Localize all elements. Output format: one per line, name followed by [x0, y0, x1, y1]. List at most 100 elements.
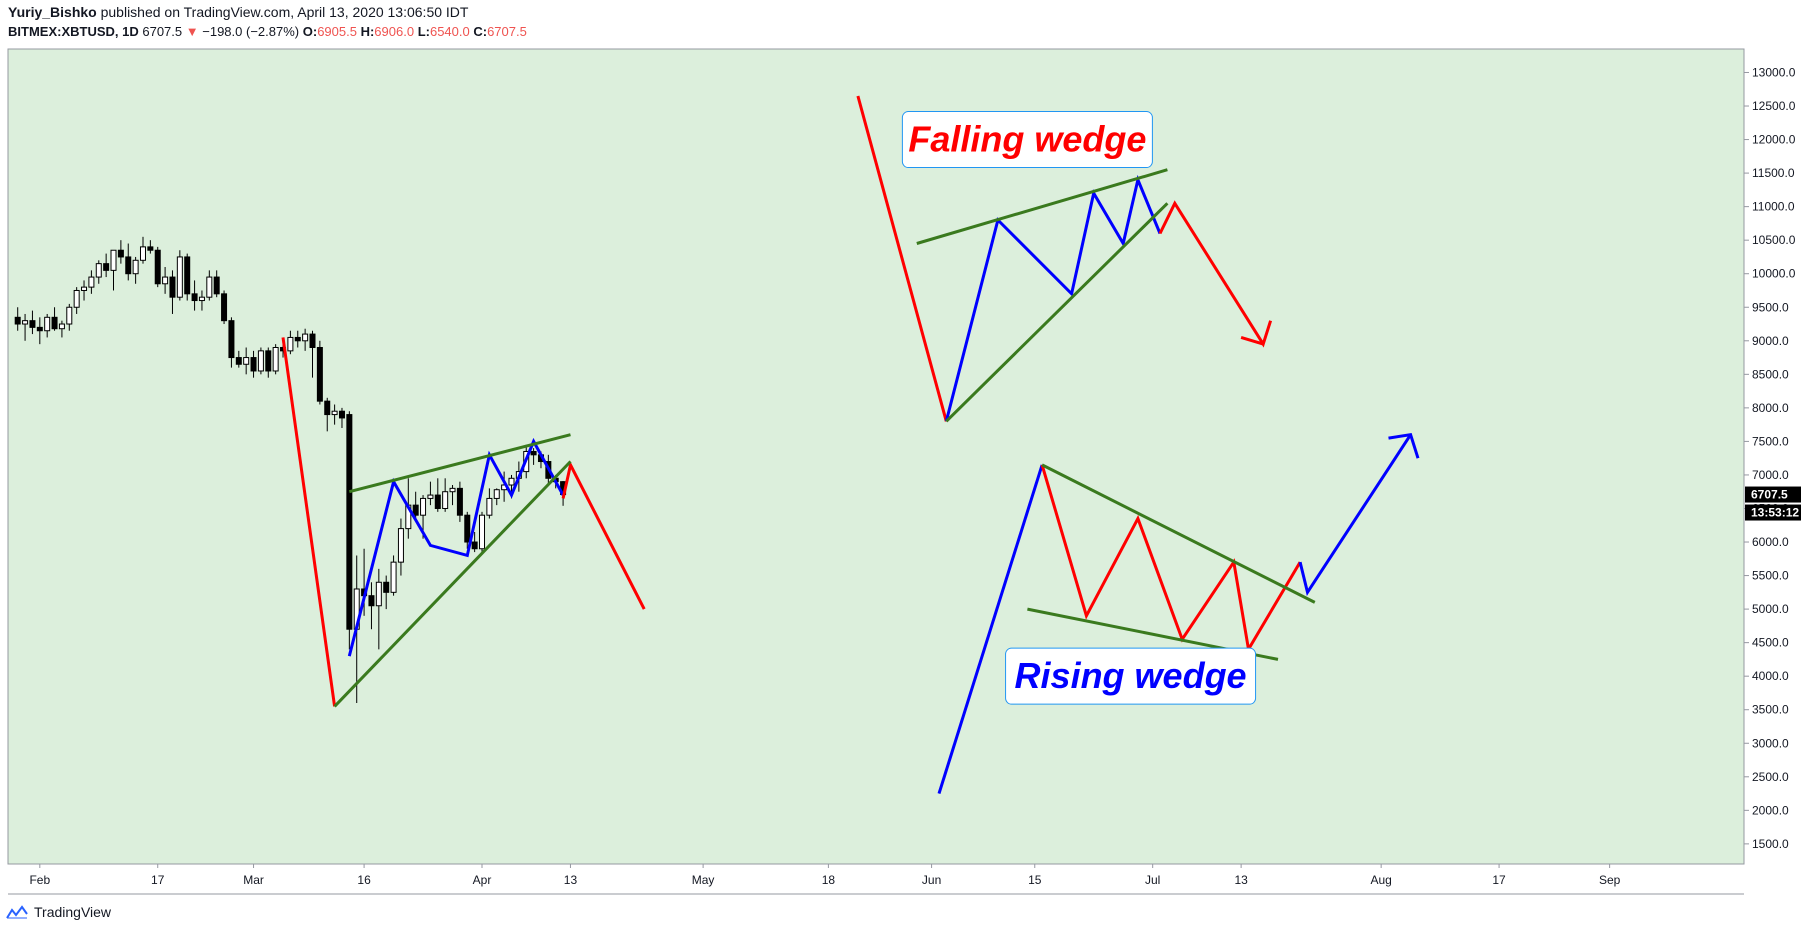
- candle-down[interactable]: [235, 357, 242, 365]
- last-price-tag: [1745, 486, 1801, 503]
- candle-down[interactable]: [464, 514, 471, 543]
- candle-up[interactable]: [58, 323, 65, 330]
- footer-brand[interactable]: TradingView: [6, 904, 111, 920]
- ohlc-line: BITMEX:XBTUSD, 1D 6707.5 ▼ −198.0 (−2.87…: [8, 24, 527, 39]
- price-change: −198.0 (−2.87%): [202, 24, 300, 39]
- candle-down[interactable]: [338, 410, 345, 419]
- wave-path-red[interactable]: [1240, 335, 1264, 346]
- candle-up[interactable]: [44, 316, 51, 332]
- candle-up[interactable]: [479, 514, 486, 550]
- trend-line-green[interactable]: [945, 202, 1169, 423]
- candle-up[interactable]: [257, 350, 264, 372]
- candle-up[interactable]: [73, 289, 80, 308]
- candle-up[interactable]: [206, 276, 213, 298]
- candle-down[interactable]: [324, 400, 331, 416]
- candle-down[interactable]: [125, 256, 132, 275]
- candle-up[interactable]: [162, 276, 169, 285]
- candle-down[interactable]: [316, 346, 323, 402]
- time-axis[interactable]: Feb 17 Mar 16 Apr 13 May 18 Jun 15 Jul 13 Aug 17 Sep: [8, 864, 1744, 895]
- candle-down[interactable]: [36, 326, 43, 332]
- candle-up[interactable]: [22, 320, 29, 325]
- price-tick-label: 12500.0: [1752, 99, 1796, 113]
- candle-up[interactable]: [132, 259, 139, 275]
- candle-down[interactable]: [221, 293, 228, 322]
- wave-path-red[interactable]: [1158, 200, 1273, 348]
- open-value: 6905.5: [317, 24, 357, 39]
- candle-down[interactable]: [191, 293, 198, 302]
- candle-up[interactable]: [272, 346, 279, 372]
- wave-path-blue[interactable]: [1298, 433, 1412, 597]
- candle-up[interactable]: [176, 256, 183, 298]
- plot-area[interactable]: [7, 48, 1745, 865]
- candle-up[interactable]: [81, 286, 88, 291]
- candle-up[interactable]: [243, 357, 250, 365]
- candle-up[interactable]: [88, 276, 95, 288]
- candle-up[interactable]: [302, 333, 309, 342]
- candle-up[interactable]: [486, 497, 493, 516]
- trend-line-green[interactable]: [916, 168, 1168, 245]
- price-tick-label: 11000.0: [1752, 200, 1795, 214]
- candle-down[interactable]: [309, 333, 316, 348]
- candle-up[interactable]: [449, 487, 456, 493]
- time-tick-label: Jul: [1145, 873, 1160, 887]
- candle-down[interactable]: [184, 256, 191, 295]
- wave-path-blue[interactable]: [937, 464, 1044, 795]
- candle-up[interactable]: [66, 306, 73, 325]
- candle-down[interactable]: [29, 320, 36, 328]
- price-axis[interactable]: 1500.0 2000.0 2500.0 3000.0 3500.0 4000.0 4500…: [1744, 65, 1801, 851]
- price-tick-label: 10000.0: [1752, 267, 1796, 281]
- candle-down[interactable]: [346, 414, 353, 630]
- candle-up[interactable]: [397, 528, 404, 563]
- candle-up[interactable]: [139, 246, 146, 261]
- candle-up[interactable]: [287, 336, 294, 352]
- time-tick-label: Sep: [1599, 873, 1621, 887]
- candle-up[interactable]: [110, 249, 117, 271]
- candle-up[interactable]: [442, 491, 449, 509]
- candle-up[interactable]: [508, 477, 515, 486]
- wave-path-blue[interactable]: [1388, 433, 1420, 459]
- last-price: 6707.5: [142, 24, 183, 39]
- candle-down[interactable]: [250, 357, 257, 372]
- candle-down[interactable]: [213, 276, 220, 295]
- candle-up[interactable]: [390, 561, 397, 593]
- candle-down[interactable]: [14, 316, 21, 325]
- candle-down[interactable]: [103, 263, 110, 271]
- candle-down[interactable]: [265, 350, 272, 372]
- time-tick-label: 13: [1234, 873, 1248, 887]
- wave-path-red[interactable]: [281, 337, 337, 707]
- candle-up[interactable]: [420, 497, 427, 516]
- price-tick-label: 11500.0: [1752, 166, 1795, 180]
- countdown-tag: [1745, 504, 1801, 521]
- candle-down[interactable]: [117, 249, 124, 258]
- candle-down[interactable]: [294, 336, 301, 342]
- candle-down[interactable]: [383, 581, 390, 593]
- close-label: C:: [473, 24, 488, 39]
- price-tick-label: 5000.0: [1752, 602, 1789, 616]
- candle-up[interactable]: [427, 494, 434, 499]
- candle-down[interactable]: [147, 246, 154, 251]
- candle-up[interactable]: [331, 410, 338, 416]
- candle-down[interactable]: [471, 541, 478, 550]
- candle-down[interactable]: [412, 504, 419, 516]
- wave-path-red[interactable]: [561, 460, 646, 610]
- candle-up[interactable]: [95, 263, 102, 278]
- low-value: 6540.0: [429, 24, 470, 39]
- candle-down[interactable]: [368, 595, 375, 607]
- candle-down[interactable]: [434, 494, 441, 509]
- candle-down[interactable]: [169, 276, 176, 298]
- candle-up[interactable]: [198, 296, 205, 302]
- author-name[interactable]: Yuriy_Bishko: [8, 4, 97, 20]
- wave-path-red[interactable]: [856, 95, 948, 422]
- trend-line-green[interactable]: [333, 460, 572, 708]
- candle-down[interactable]: [51, 316, 58, 330]
- candle-down[interactable]: [228, 320, 235, 359]
- high-value: 6906.0: [374, 24, 415, 39]
- candle-down[interactable]: [530, 450, 537, 456]
- candle-up[interactable]: [493, 489, 500, 499]
- candle-down[interactable]: [456, 487, 463, 516]
- trend-line-green[interactable]: [1041, 463, 1316, 604]
- candle-down[interactable]: [154, 249, 161, 285]
- candle-up[interactable]: [375, 581, 382, 607]
- trend-line-green[interactable]: [348, 433, 571, 494]
